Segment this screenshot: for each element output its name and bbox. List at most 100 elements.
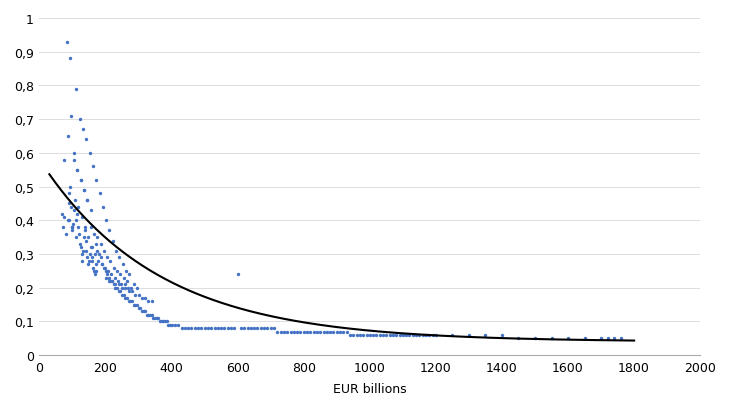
- Point: [361, 332, 372, 338]
- Point: [108, 281, 120, 288]
- Point: [110, 285, 121, 291]
- Point: [344, 332, 356, 338]
- Point: [82, 234, 94, 241]
- Point: [118, 275, 129, 281]
- Point: [164, 322, 176, 328]
- Point: [98, 248, 110, 254]
- Point: [64, 184, 76, 190]
- Point: [154, 319, 166, 325]
- Point: [367, 332, 379, 338]
- Point: [80, 137, 92, 143]
- Point: [155, 319, 167, 325]
- Point: [545, 335, 557, 342]
- Point: [74, 117, 85, 123]
- Point: [364, 332, 376, 338]
- Point: [103, 278, 115, 285]
- Point: [120, 295, 131, 301]
- Point: [358, 332, 369, 338]
- Point: [205, 325, 217, 332]
- Point: [64, 56, 76, 63]
- Point: [84, 251, 96, 258]
- Point: [109, 275, 120, 281]
- Point: [85, 224, 96, 231]
- Point: [98, 265, 110, 271]
- Point: [85, 207, 96, 214]
- Point: [562, 335, 574, 342]
- Point: [96, 261, 107, 268]
- Point: [228, 325, 240, 332]
- Point: [133, 292, 145, 298]
- Point: [384, 332, 396, 338]
- Point: [107, 278, 118, 285]
- Point: [172, 322, 184, 328]
- Point: [95, 254, 107, 261]
- Point: [76, 214, 88, 221]
- Point: [222, 325, 234, 332]
- Point: [82, 261, 94, 268]
- Point: [80, 248, 92, 254]
- Point: [337, 328, 349, 335]
- Point: [163, 322, 174, 328]
- Point: [268, 325, 280, 332]
- Point: [71, 218, 82, 224]
- Point: [512, 335, 524, 342]
- Point: [118, 292, 129, 298]
- Point: [69, 207, 80, 214]
- Point: [131, 301, 143, 308]
- Point: [72, 204, 84, 211]
- Point: [75, 177, 87, 184]
- Point: [136, 308, 147, 315]
- Point: [166, 322, 177, 328]
- Point: [121, 278, 133, 285]
- Point: [480, 332, 491, 338]
- Point: [115, 271, 126, 278]
- Point: [87, 164, 99, 170]
- Point: [328, 328, 339, 335]
- Point: [85, 245, 96, 251]
- Point: [226, 325, 237, 332]
- Point: [113, 281, 125, 288]
- Point: [66, 224, 77, 231]
- Point: [334, 328, 346, 335]
- Point: [131, 285, 143, 291]
- Point: [123, 298, 134, 305]
- Point: [93, 191, 105, 197]
- Point: [141, 312, 153, 318]
- Point: [301, 328, 313, 335]
- Point: [139, 295, 151, 301]
- Point: [400, 332, 412, 338]
- Point: [145, 312, 156, 318]
- Point: [189, 325, 201, 332]
- Point: [77, 127, 89, 133]
- Point: [75, 177, 87, 184]
- Point: [112, 278, 124, 285]
- Point: [212, 325, 223, 332]
- Point: [66, 224, 77, 231]
- Point: [169, 322, 181, 328]
- Point: [86, 245, 98, 251]
- Point: [196, 325, 207, 332]
- Point: [136, 295, 147, 301]
- Point: [86, 258, 98, 264]
- Point: [242, 325, 253, 332]
- Point: [410, 332, 422, 338]
- Point: [78, 187, 90, 194]
- Point: [447, 332, 458, 338]
- Point: [75, 245, 87, 251]
- Point: [147, 315, 159, 321]
- Point: [115, 281, 127, 288]
- Point: [463, 332, 474, 338]
- Point: [315, 328, 326, 335]
- Point: [120, 285, 131, 291]
- Point: [69, 150, 80, 157]
- Point: [115, 288, 126, 295]
- Point: [74, 241, 85, 247]
- Point: [258, 325, 270, 332]
- Point: [124, 298, 136, 305]
- Point: [239, 325, 250, 332]
- Point: [291, 328, 303, 335]
- Point: [77, 248, 89, 254]
- Point: [298, 328, 310, 335]
- Point: [235, 325, 247, 332]
- Point: [101, 271, 113, 278]
